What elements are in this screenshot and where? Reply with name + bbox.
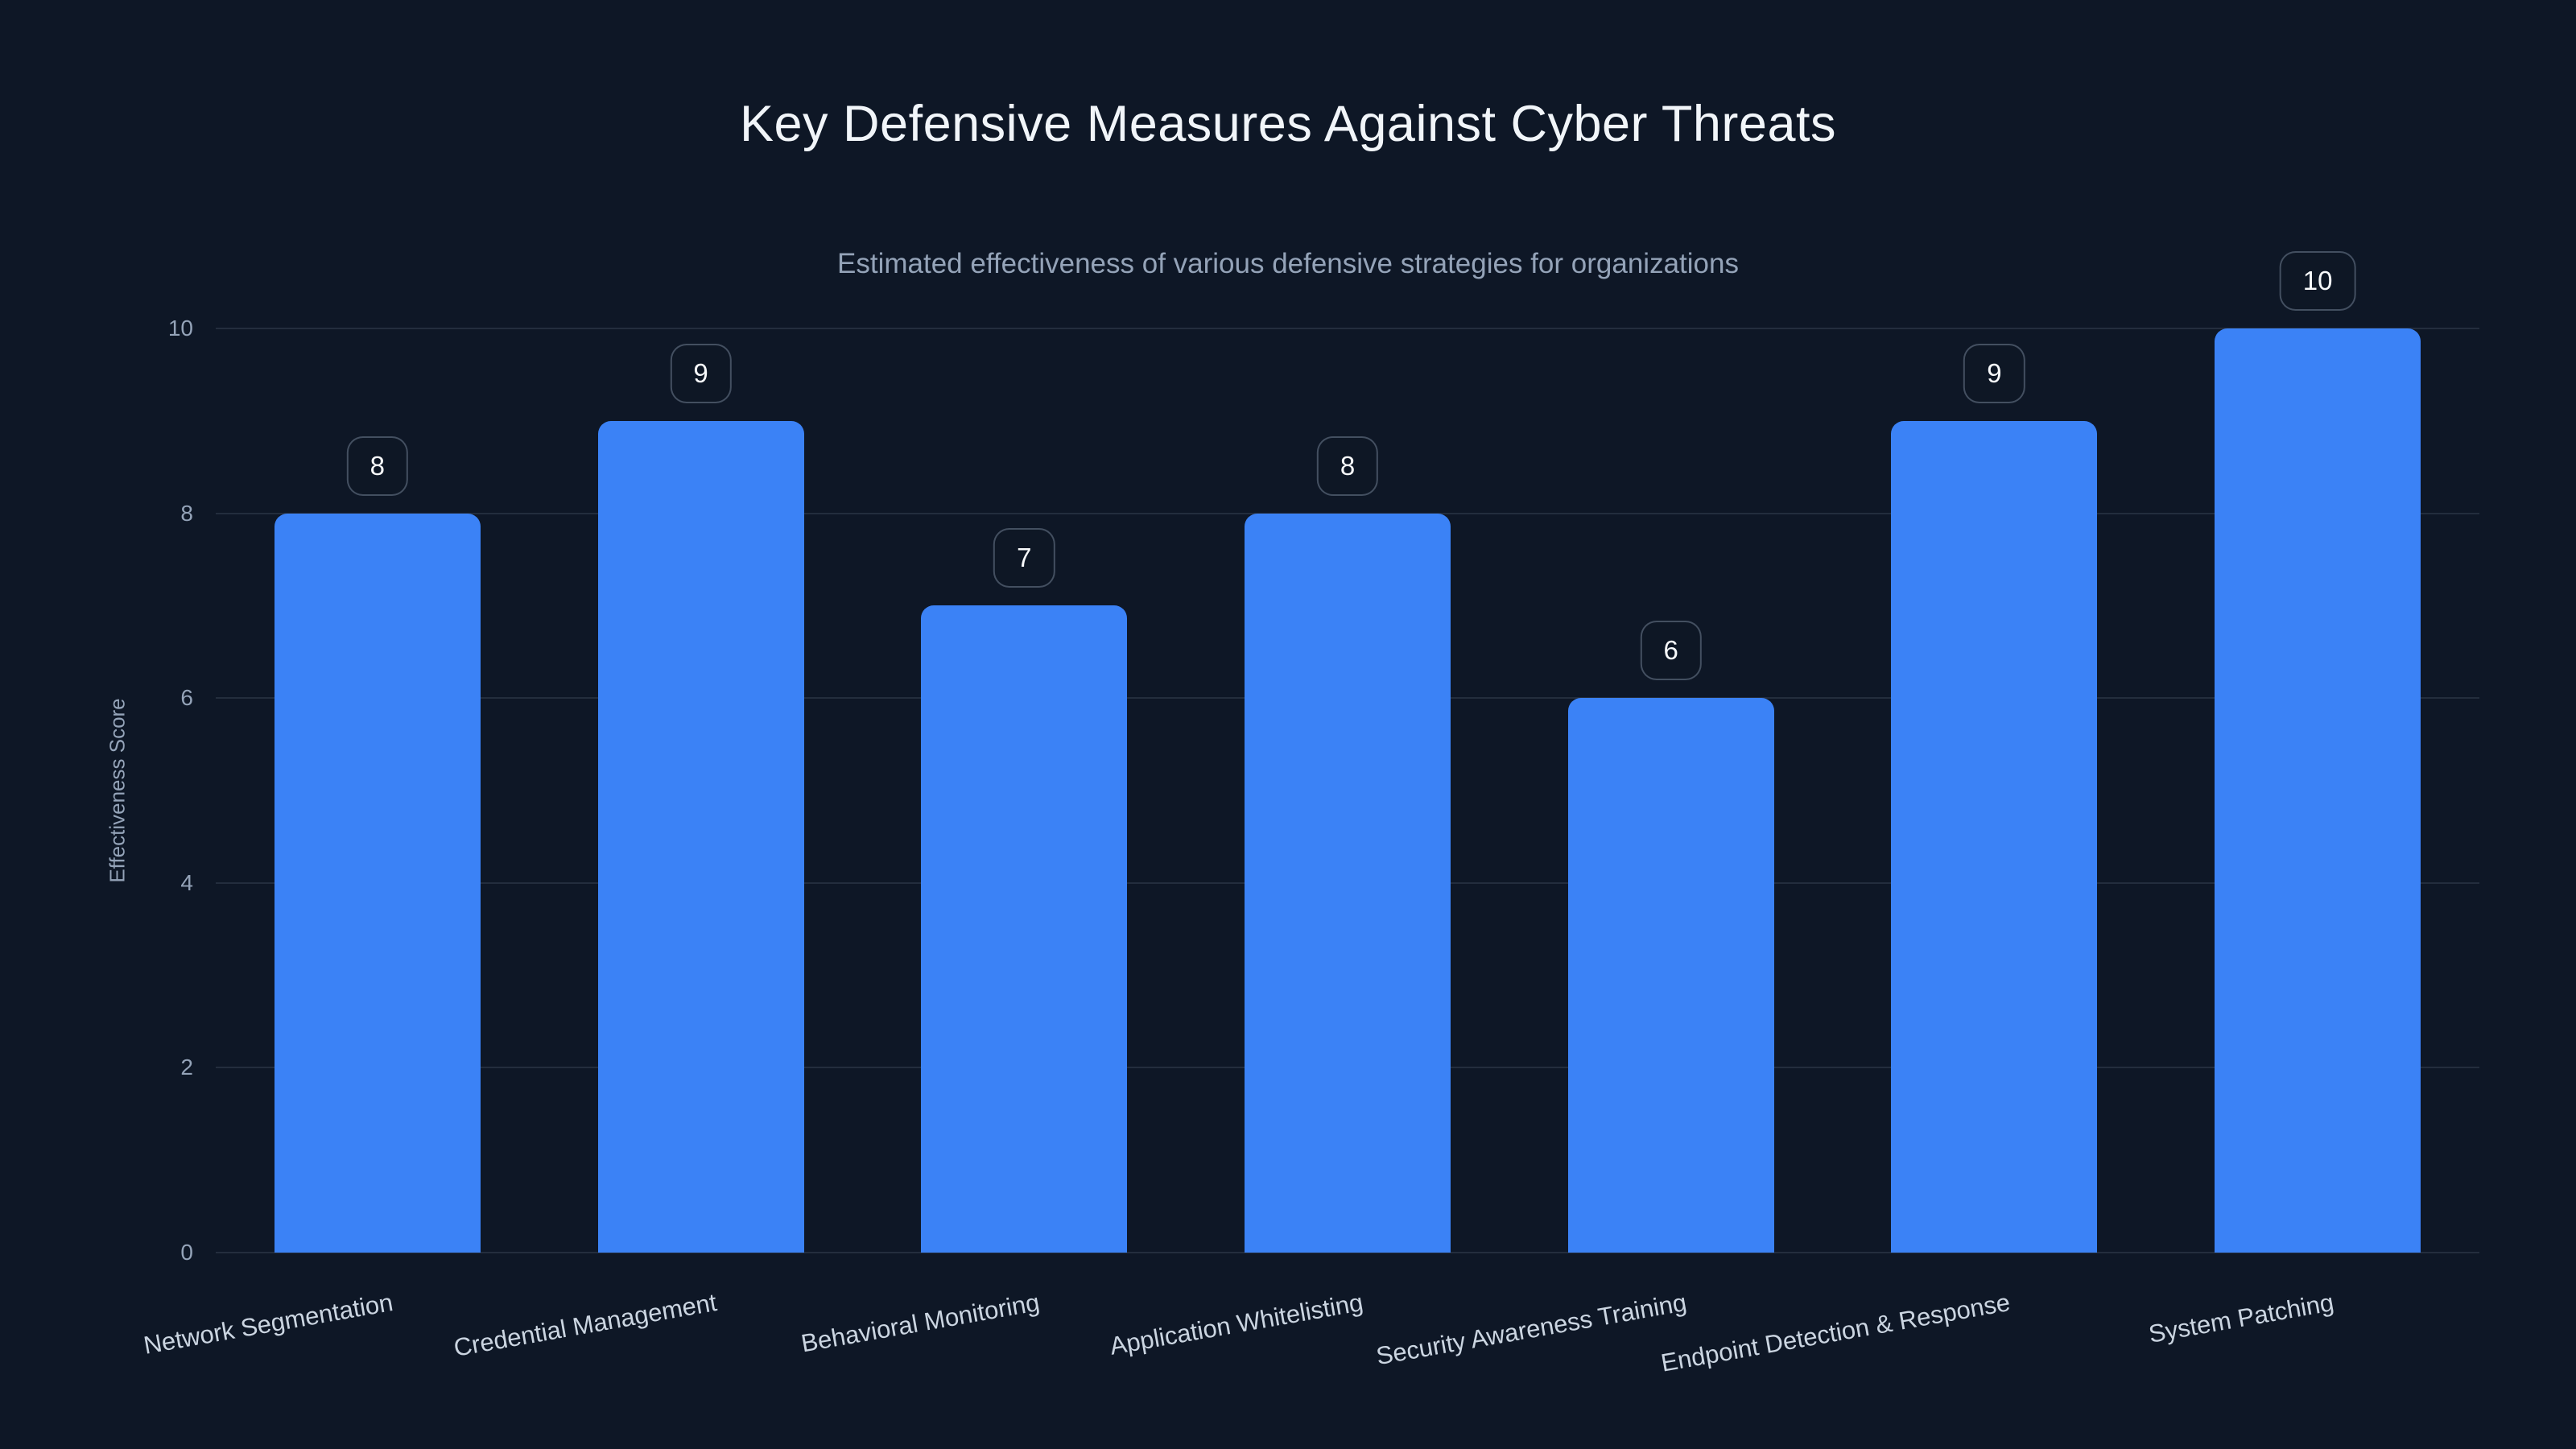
x-tick-label-credential-management: Credential Management <box>451 1288 719 1362</box>
gridline-y-10 <box>216 328 2479 329</box>
y-tick-label-2: 2 <box>180 1055 193 1080</box>
value-badge-9: 9 <box>670 343 732 403</box>
chart-subtitle: Estimated effectiveness of various defen… <box>837 248 1739 279</box>
y-tick-label-8: 8 <box>180 500 193 526</box>
x-tick-label-network-segmentation: Network Segmentation <box>142 1288 395 1360</box>
value-badge-8: 8 <box>346 436 409 496</box>
x-tick-label-security-awareness-training: Security Awareness Training <box>1374 1288 1689 1371</box>
bar-endpoint-detection-response <box>1891 420 2098 1253</box>
bar-system-patching <box>2215 328 2421 1253</box>
x-tick-label-application-whitelisting: Application Whitelisting <box>1108 1288 1366 1360</box>
y-tick-label-4: 4 <box>180 869 193 895</box>
y-axis-title: Effectiveness Score <box>105 698 130 883</box>
bar-behavioral-monitoring <box>921 605 1128 1253</box>
bar-credential-management <box>597 420 804 1253</box>
x-tick-label-behavioral-monitoring: Behavioral Monitoring <box>799 1288 1042 1358</box>
value-badge-10: 10 <box>2279 251 2356 311</box>
gridline-y-0 <box>216 1252 2479 1253</box>
y-tick-label-10: 10 <box>167 316 193 341</box>
x-tick-label-system-patching: System Patching <box>2146 1288 2336 1348</box>
y-tick-label-6: 6 <box>180 685 193 711</box>
y-tick-label-0: 0 <box>180 1240 193 1265</box>
bar-network-segmentation <box>274 513 481 1253</box>
value-badge-8: 8 <box>1316 436 1379 496</box>
chart-title: Key Defensive Measures Against Cyber Thr… <box>740 96 1836 152</box>
x-tick-label-endpoint-detection-response: Endpoint Detection & Response <box>1658 1288 2013 1377</box>
value-badge-6: 6 <box>1640 621 1702 681</box>
value-badge-9: 9 <box>1963 343 2025 403</box>
bar-application-whitelisting <box>1245 513 1451 1253</box>
bar-security-awareness-training <box>1567 698 1774 1253</box>
value-badge-7: 7 <box>993 528 1055 588</box>
